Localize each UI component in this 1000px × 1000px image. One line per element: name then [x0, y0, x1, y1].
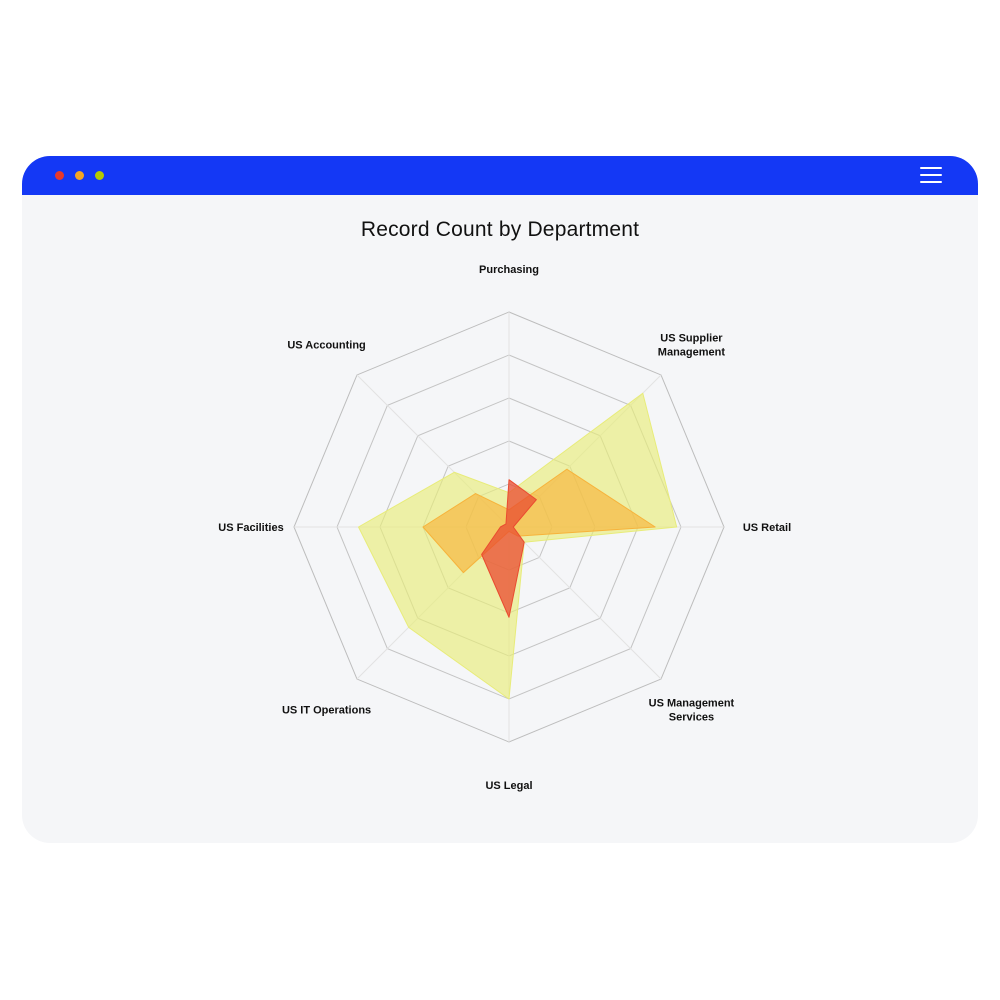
browser-window: Record Count by Department Purchasing US … [22, 156, 978, 843]
axis-label-line: Purchasing [479, 264, 539, 276]
series-area-3[interactable] [481, 479, 537, 618]
axis-label-line: US Management [649, 697, 735, 709]
grid-spoke [508, 526, 662, 680]
window-titlebar [22, 156, 978, 195]
axis-label: US IT Operations [282, 704, 371, 716]
axis-label-line: US IT Operations [282, 704, 371, 716]
axis-label-line: Management [658, 347, 726, 359]
hamburger-menu-icon[interactable] [920, 167, 942, 184]
axis-label-line: US Legal [485, 780, 532, 792]
axis-label-line: US Accounting [287, 340, 365, 352]
axis-label: US Accounting [287, 340, 365, 352]
axis-label: US Facilities [218, 522, 283, 534]
axis-label: US Retail [743, 522, 791, 534]
axis-label-line: US Supplier [660, 333, 723, 345]
close-dot-icon[interactable] [55, 171, 64, 180]
axis-label-line: US Facilities [218, 522, 283, 534]
minimize-dot-icon[interactable] [75, 171, 84, 180]
axis-label: US Legal [485, 780, 532, 792]
chart-title: Record Count by Department [360, 218, 640, 241]
maximize-dot-icon[interactable] [95, 171, 104, 180]
axis-label-line: US Retail [743, 522, 791, 534]
axis-label: US Supplier Management [658, 333, 726, 359]
radar-chart: Purchasing US Supplier Management US Retail… [218, 264, 791, 792]
axis-label-line: Services [669, 711, 714, 723]
axis-label: Purchasing [479, 264, 539, 276]
radar-axis-labels: Purchasing US Supplier Management US Retail… [218, 264, 791, 792]
radar-series [358, 392, 678, 700]
axis-label: US Management Services [649, 697, 735, 723]
